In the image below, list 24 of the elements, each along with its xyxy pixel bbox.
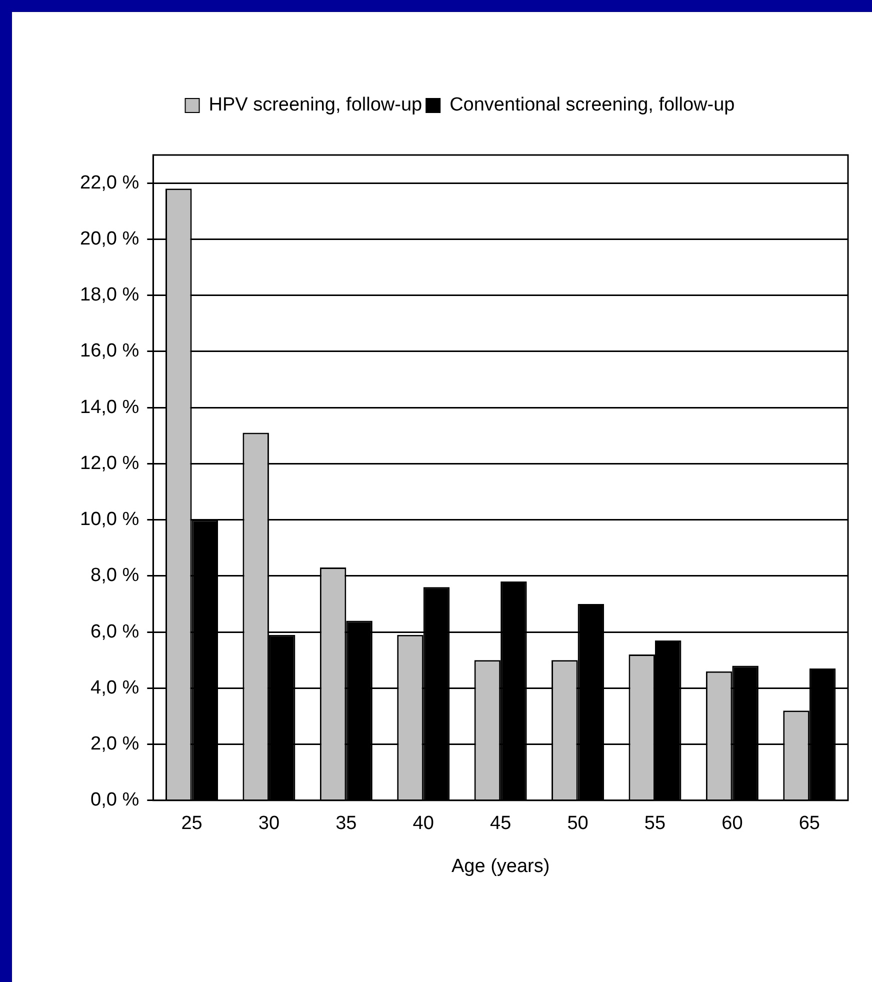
- y-tick-label: 0,0 %: [90, 790, 140, 811]
- x-tick-label: 30: [258, 813, 280, 834]
- y-tick-label: 20,0 %: [80, 228, 140, 250]
- legend-label: HPV screening, follow-up: [208, 94, 422, 116]
- y-tick-label: 8,0 %: [90, 565, 140, 586]
- x-tick-label: 50: [567, 813, 588, 834]
- y-tick-label: 18,0 %: [80, 284, 140, 306]
- y-tick-label: 16,0 %: [80, 340, 140, 362]
- x-tick-label: 25: [181, 813, 202, 834]
- y-tick-label: 2,0 %: [90, 734, 140, 755]
- y-tick-label: 14,0 %: [80, 396, 140, 418]
- y-tick-label: 4,0 %: [90, 677, 140, 698]
- x-axis-title: Age (years): [451, 856, 550, 877]
- y-tick-label: 6,0 %: [90, 621, 140, 642]
- x-tick-label: 35: [336, 813, 357, 834]
- y-tick-label: 22,0 %: [80, 172, 140, 194]
- x-tick-label: 60: [722, 813, 743, 834]
- legend-label: Conventional screening, follow-up: [450, 94, 735, 116]
- x-tick-label: 55: [644, 813, 666, 834]
- y-tick-label: 12,0 %: [80, 452, 140, 474]
- x-tick-label: 40: [412, 813, 434, 834]
- y-tick-label: 10,0 %: [80, 509, 140, 530]
- x-tick-label: 45: [490, 813, 512, 834]
- x-tick-label: 65: [798, 813, 820, 834]
